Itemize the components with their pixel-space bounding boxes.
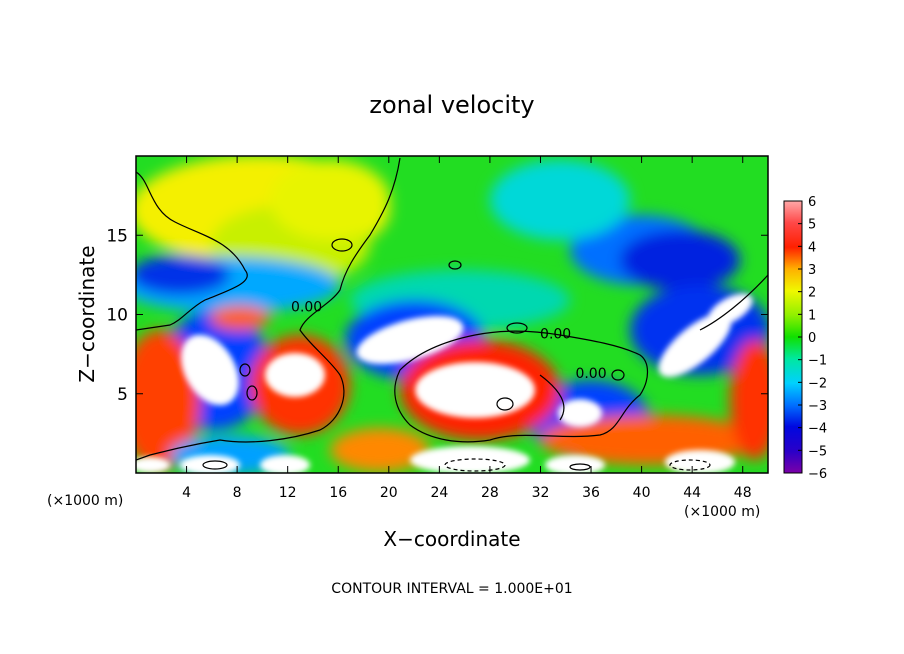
colorbar-tick-label: −6: [808, 467, 827, 482]
colorbar-tick-label: −5: [808, 444, 827, 459]
x-unit-label-right: (×1000 m): [684, 504, 760, 520]
x-tick-label: 32: [532, 485, 550, 501]
contour-labels: 0.00 0.00 0.00: [291, 299, 607, 382]
colorbar-tick-label: 6: [808, 195, 816, 210]
colorbar-tick-label: 0: [808, 331, 816, 346]
colorbar-tick-label: 4: [808, 240, 816, 255]
heatmap-field: [136, 156, 768, 473]
x-tick-label: 12: [279, 485, 297, 501]
contour-interval-note: CONTOUR INTERVAL = 1.000E+01: [331, 581, 572, 597]
x-tick-label: 4: [182, 485, 191, 501]
x-tick-label: 40: [633, 485, 651, 501]
contour-label: 0.00: [291, 299, 322, 315]
colorbar-ticks: 6 5 4 3 2 1 0 −1 −2 −3 −4 −5 −6: [798, 195, 827, 482]
x-tick-label: 44: [683, 485, 701, 501]
y-axis: 5 10 15: [106, 226, 768, 405]
x-tick-label: 48: [734, 485, 752, 501]
x-axis: 4 8 12 16 20 24 28 32 36 40 44 48: [182, 156, 752, 501]
chart-title: zonal velocity: [369, 91, 534, 119]
colorbar-tick-label: 1: [808, 308, 816, 323]
colorbar-tick-label: 2: [808, 286, 816, 301]
colorbar-tick-label: 3: [808, 263, 816, 278]
y-tick-label: 15: [106, 226, 128, 246]
contour-lines: [136, 157, 768, 472]
x-tick-label: 20: [380, 485, 398, 501]
x-tick-label: 16: [329, 485, 347, 501]
x-tick-label: 24: [430, 485, 448, 501]
x-tick-label: 28: [481, 485, 499, 501]
contour-label: 0.00: [575, 366, 606, 382]
x-tick-label: 8: [233, 485, 242, 501]
y-axis-label: Z−coordinate: [75, 245, 99, 382]
x-tick-label: 36: [582, 485, 600, 501]
colorbar-tick-label: 5: [808, 218, 816, 233]
y-tick-label: 10: [106, 306, 128, 326]
x-axis-label: X−coordinate: [383, 527, 520, 551]
colorbar: 6 5 4 3 2 1 0 −1 −2 −3 −4 −5 −6: [783, 195, 827, 482]
x-unit-label-left: (×1000 m): [47, 493, 123, 509]
contour-label: 0.00: [540, 326, 571, 342]
y-tick-label: 5: [117, 385, 128, 405]
colorbar-tick-label: −1: [808, 354, 827, 369]
colorbar-tick-label: −4: [808, 422, 827, 437]
colorbar-tick-label: −2: [808, 376, 827, 391]
colorbar-tick-label: −3: [808, 399, 827, 414]
